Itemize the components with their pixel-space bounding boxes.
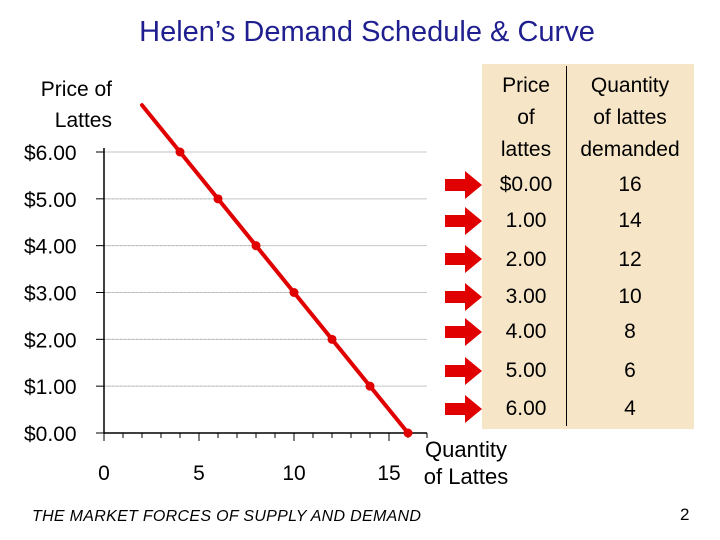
table-cell-price: $0.00	[499, 173, 553, 196]
data-point	[289, 288, 299, 297]
data-point	[175, 147, 185, 157]
footer-text: THE MARKET FORCES OF SUPPLY AND DEMAND	[32, 508, 422, 525]
demand-schedule-table	[482, 64, 694, 429]
row-pointer-arrow	[445, 318, 482, 346]
y-tick-label: $2.00	[24, 329, 77, 352]
quantity-header-line-3: demanded	[580, 138, 680, 161]
price-header-line-3: lattes	[500, 138, 552, 161]
data-point	[213, 194, 223, 204]
table-column-divider	[566, 66, 567, 426]
y-axis-label-line-2: Lattes	[54, 109, 112, 132]
table-cell-price: 3.00	[505, 285, 547, 308]
x-tick-label: 10	[282, 462, 305, 485]
y-tick-label: $1.00	[24, 376, 77, 399]
table-cell-price: 5.00	[505, 359, 547, 382]
x-tick-label: 0	[98, 462, 110, 485]
y-axis-label: Price of Lattes	[14, 74, 112, 136]
table-cell-quantity: 12	[618, 248, 642, 271]
table-cell-price: 2.00	[505, 248, 547, 271]
row-pointer-arrow	[445, 207, 482, 235]
row-pointer-arrow	[445, 395, 482, 423]
table-cell-quantity: 14	[618, 209, 642, 232]
y-tick-label: $4.00	[24, 236, 77, 259]
y-axis-label-line-1: Price of	[40, 78, 112, 101]
table-cell-quantity: 6	[624, 359, 636, 382]
x-tick-label: 5	[193, 462, 205, 485]
data-point	[251, 241, 261, 251]
y-tick-label: $3.00	[24, 283, 77, 306]
demand-curve	[140, 103, 410, 435]
y-tick-label: $0.00	[24, 423, 77, 446]
x-tick-label: 15	[377, 462, 400, 485]
row-pointer-arrow	[445, 245, 482, 273]
row-pointer-arrow	[445, 357, 482, 385]
table-cell-price: 6.00	[505, 397, 547, 420]
data-point	[327, 334, 337, 344]
slide-title: Helen’s Demand Schedule & Curve	[139, 16, 595, 48]
data-point	[365, 381, 375, 391]
price-header-line-2: of	[517, 106, 535, 129]
quantity-column-header: Quantity of lattes demanded	[570, 70, 690, 166]
price-column-header: Price of lattes	[486, 70, 566, 166]
table-cell-quantity: 16	[618, 173, 642, 196]
quantity-header-line-1: Quantity	[590, 74, 670, 97]
table-cell-quantity: 4	[624, 397, 636, 420]
row-pointer-arrow	[445, 283, 482, 311]
row-pointer-arrow	[445, 171, 482, 199]
x-axis-label-line-1: Quantity	[425, 437, 507, 462]
table-cell-price: 4.00	[505, 320, 547, 343]
y-tick-label: $6.00	[24, 142, 77, 165]
y-tick-label: $5.00	[24, 189, 77, 212]
x-axis-label: Quantity of Lattes	[412, 436, 520, 490]
quantity-header-line-2: of lattes	[593, 106, 667, 129]
table-cell-quantity: 10	[618, 285, 642, 308]
table-cell-quantity: 8	[624, 320, 636, 343]
page-number: 2	[680, 505, 690, 524]
table-cell-price: 1.00	[505, 209, 547, 232]
data-point	[403, 428, 413, 438]
x-axis-label-line-2: of Lattes	[423, 464, 509, 489]
price-header-line-1: Price	[502, 74, 550, 97]
